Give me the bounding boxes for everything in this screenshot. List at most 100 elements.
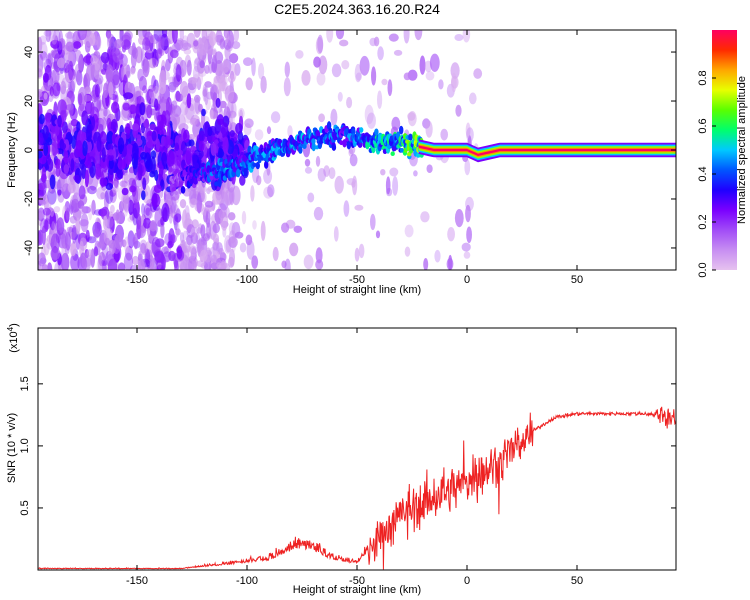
heatmap-noise-cell [193,94,201,103]
heatmap-noise-cell [52,140,58,157]
snr-frame [37,327,677,571]
heatmap-noise-cell [90,55,98,65]
heatmap-noise-cell [465,122,471,138]
heatmap-noise-cell [317,34,324,54]
heatmap-noise-cell [125,133,131,140]
heatmap-noise-cell [219,100,227,109]
heatmap-noise-cell [266,126,272,135]
heatmap-noise-cell [89,32,96,47]
heatmap-noise-cell [145,88,152,104]
heatmap-noise-cell [169,49,179,59]
heatmap-noise-cell [388,33,399,42]
heatmap-noise-cell [228,92,238,104]
heatmap-noise-cell [328,167,336,180]
heatmap-noise-cell [164,135,171,149]
heatmap-noise-cell [129,185,137,193]
heatmap-noise-cell [119,30,124,42]
heatmap-noise-cell [326,30,334,43]
heatmap-noise-cell [407,112,416,121]
heatmap-ridge-cell [180,186,186,194]
heatmap-noise-cell [141,203,145,216]
heatmap-noise-cell [103,215,108,231]
heatmap-ridge-cell [243,167,248,177]
heatmap-noise-cell [99,131,107,145]
heatmap-noise-cell [341,59,350,70]
heatmap-ridge-cell [390,151,395,156]
heatmap-noise-cell [377,46,384,61]
heatmap-noise-cell [343,200,350,217]
heatmap-noise-cell [117,137,125,153]
heatmap-noise-cell [140,47,145,67]
heatmap-noise-cell [193,30,201,38]
heatmap-noise-cell [260,75,267,94]
heatmap-noise-cell [137,259,146,270]
heatmap-noise-cell [38,150,43,159]
heatmap-ridge-cell [346,140,351,150]
heatmap-noise-cell [354,63,362,83]
snr-x-label: Height of straight line (km) [293,584,421,596]
heatmap-noise-cell [426,164,433,173]
heatmap-noise-cell [354,204,364,211]
heatmap-ridge-cell [326,121,332,130]
heatmap-noise-cell [200,249,208,262]
heatmap-noise-cell [202,233,210,242]
snr-y-ticks: 0.5 1.0 1.5 [19,376,676,516]
heatmap-ridge-cell [252,162,257,167]
heatmap-noise-cell [49,174,56,190]
heatmap-noise-cell [84,41,91,53]
heatmap-noise-cell [96,186,107,200]
heatmap-noise-cell [88,172,99,191]
heatmap-noise-cell [168,205,173,224]
heatmap-noise-cell [137,163,143,181]
heatmap-noise-cell [74,174,80,183]
colorbar-tick-label: 0.4 [697,166,709,181]
heatmap-noise-cell [132,142,139,160]
heatmap-noise-cell [403,72,411,81]
heatmap-noise-cell [55,165,61,177]
heatmap-noise-cell [170,196,177,214]
heatmap-noise-cell [461,242,471,252]
heatmap-noise-cell [201,108,206,117]
heatmap-noise-cell [79,237,88,251]
heatmap-noise-cell [189,117,198,126]
heatmap-noise-cell [438,79,444,90]
heatmap-noise-cell [123,92,134,100]
heatmap-noise-cell [93,246,99,257]
heatmap-ridge-cell [255,161,260,170]
heatmap-noise-cell [223,206,230,218]
heatmap-noise-cell [211,61,216,73]
heatmap-noise-cell [175,149,184,156]
heatmap-noise-cell [58,147,64,155]
heatmap-noise-cell [252,220,257,230]
heatmap-noise-cell [74,49,82,62]
heatmap-noise-cell [52,82,61,97]
heatmap-noise-cell [216,114,224,126]
heatmap-noise-cell [63,164,70,174]
heatmap-noise-cell [145,135,154,149]
heatmap-noise-cell [47,187,57,205]
heatmap-noise-cell [80,205,87,215]
heatmap-noise-cell [188,257,197,270]
heatmap-noise-cell [65,59,71,71]
colorbar-tick-label: 0.6 [697,118,709,133]
colorbar-tick-label: 0.0 [697,262,709,277]
heatmap-noise-cell [197,185,208,194]
heatmap-ridge-cell [264,160,269,169]
heatmap-noise-cell [146,104,153,119]
y-tick-label: 0 [23,147,35,153]
heatmap-noise-cell [190,247,197,262]
heatmap-noise-cell [125,70,131,79]
heatmap-noise-cell [316,72,326,86]
heatmap-noise-cell [123,193,130,213]
heatmap-noise-cell [403,30,410,44]
heatmap-noise-cell [258,62,265,80]
heatmap-noise-cell [65,41,74,52]
heatmap-noise-cell [196,227,202,234]
heatmap-noise-cell [335,30,345,40]
heatmap-noise-cell [151,130,157,142]
spectrogram-y-label: Frequency (Hz) [6,112,18,188]
heatmap-ridge-cell [178,179,183,188]
heatmap-noise-cell [224,30,230,44]
heatmap-noise-cell [56,57,66,69]
heatmap-noise-cell [210,262,219,270]
